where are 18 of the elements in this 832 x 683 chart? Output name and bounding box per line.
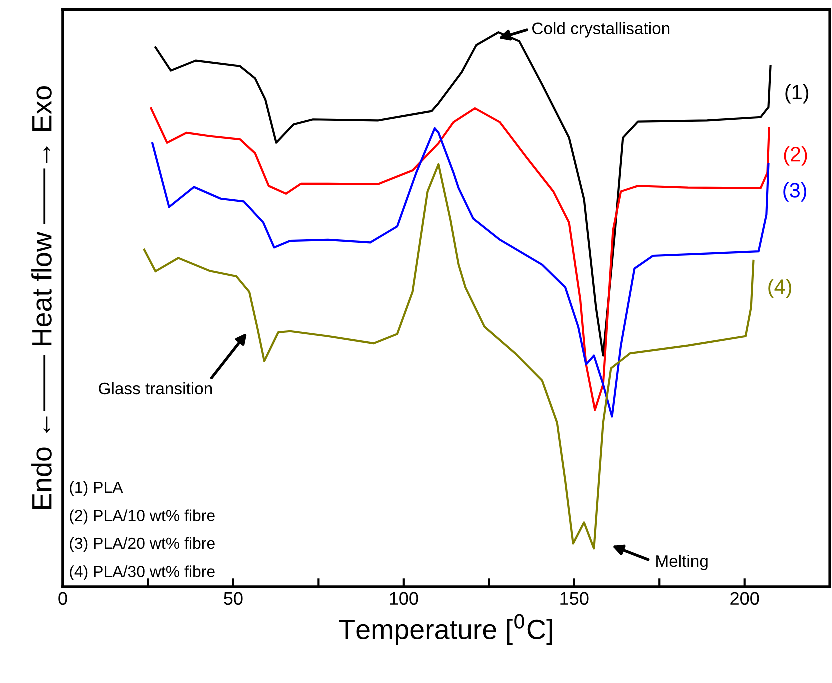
- y-axis-title: Endo ←—— Heat flow ——→ Exo: [32, 86, 52, 510]
- series-label: (4): [768, 278, 792, 298]
- x-tick-label: 200: [730, 592, 760, 606]
- x-tick-label: 0: [58, 592, 68, 606]
- annotation: Glass transition: [99, 382, 212, 395]
- series-label: (2): [784, 146, 808, 166]
- x-tick-label: 50: [224, 592, 243, 606]
- series-label: (1): [786, 84, 809, 104]
- annotation: (2) PLA/10 wt% fibre: [70, 510, 215, 525]
- x-axis-title: Temperature [$^{0}$C]: [339, 614, 552, 646]
- x-tick-label: 150: [560, 592, 589, 606]
- x-tick-label: 100: [390, 592, 418, 606]
- annotation: (4) PLA/30 wt% fibre: [70, 566, 215, 581]
- annotation: (3) PLA/20 wt% fibre: [70, 537, 215, 552]
- annotation: (1) PLA: [70, 481, 124, 496]
- series-label: (3): [784, 182, 807, 202]
- annotation: Cold crystallisation: [532, 22, 670, 38]
- annotation: Melting: [656, 554, 708, 570]
